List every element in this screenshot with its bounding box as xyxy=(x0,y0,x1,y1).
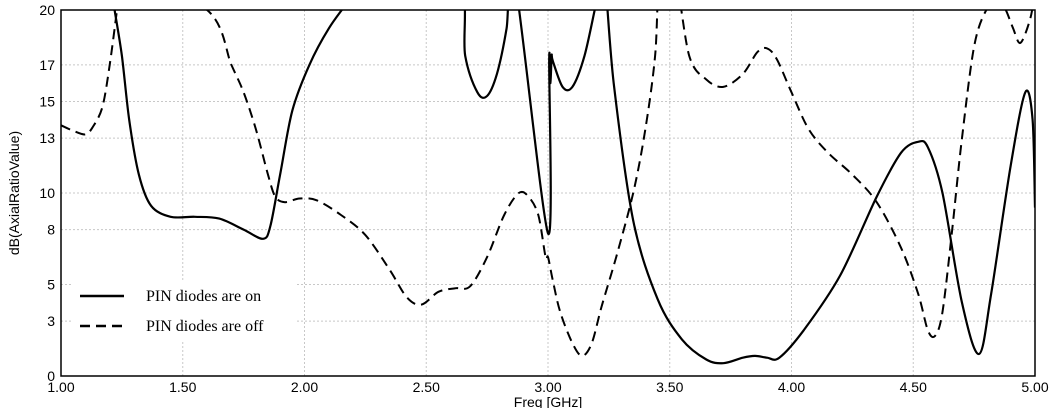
plot-frame xyxy=(60,9,1036,377)
series-line-diodes-on xyxy=(113,10,1035,365)
y-axis-title: dB(AxialRatioValue) xyxy=(6,131,22,255)
y-tick-label: 10 xyxy=(39,185,55,201)
y-tick-label: 15 xyxy=(39,94,55,110)
y-tick-label: 20 xyxy=(39,2,55,18)
legend-label-dashed: PIN diodes are off xyxy=(146,318,264,335)
y-tick-label: 5 xyxy=(47,277,55,293)
x-tick-label: 5.00 xyxy=(1021,379,1048,395)
x-tick-label: 2.50 xyxy=(413,379,440,395)
series-layer xyxy=(61,10,1035,365)
legend: PIN diodes are on PIN diodes are off xyxy=(72,280,297,340)
x-tick-label: 4.00 xyxy=(778,379,805,395)
legend-background xyxy=(72,280,297,340)
x-tick-labels: 1.00 1.50 2.00 2.50 3.00 3.50 4.00 4.50 5.00 xyxy=(47,379,1048,395)
x-axis-title: Freq [GHz] xyxy=(514,394,582,408)
x-tick-label: 2.00 xyxy=(291,379,318,395)
x-tick-label: 1.50 xyxy=(169,379,196,395)
x-tick-label: 3.50 xyxy=(656,379,683,395)
x-tick-label: 4.50 xyxy=(900,379,927,395)
y-tick-label: 8 xyxy=(47,222,55,238)
series-line-diodes-off xyxy=(61,10,1034,357)
legend-label-solid: PIN diodes are on xyxy=(146,288,261,305)
x-tick-label: 1.00 xyxy=(47,379,74,395)
y-tick-label: 3 xyxy=(47,313,55,329)
y-tick-label: 0 xyxy=(47,368,55,384)
y-tick-label: 13 xyxy=(39,130,55,146)
y-tick-label: 17 xyxy=(39,57,55,73)
y-tick-labels: 0 3 5 8 10 13 15 17 20 xyxy=(39,2,55,384)
x-tick-label: 3.00 xyxy=(534,379,561,395)
